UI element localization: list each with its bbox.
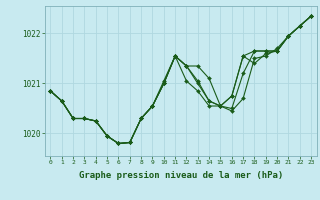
X-axis label: Graphe pression niveau de la mer (hPa): Graphe pression niveau de la mer (hPa) bbox=[79, 171, 283, 180]
